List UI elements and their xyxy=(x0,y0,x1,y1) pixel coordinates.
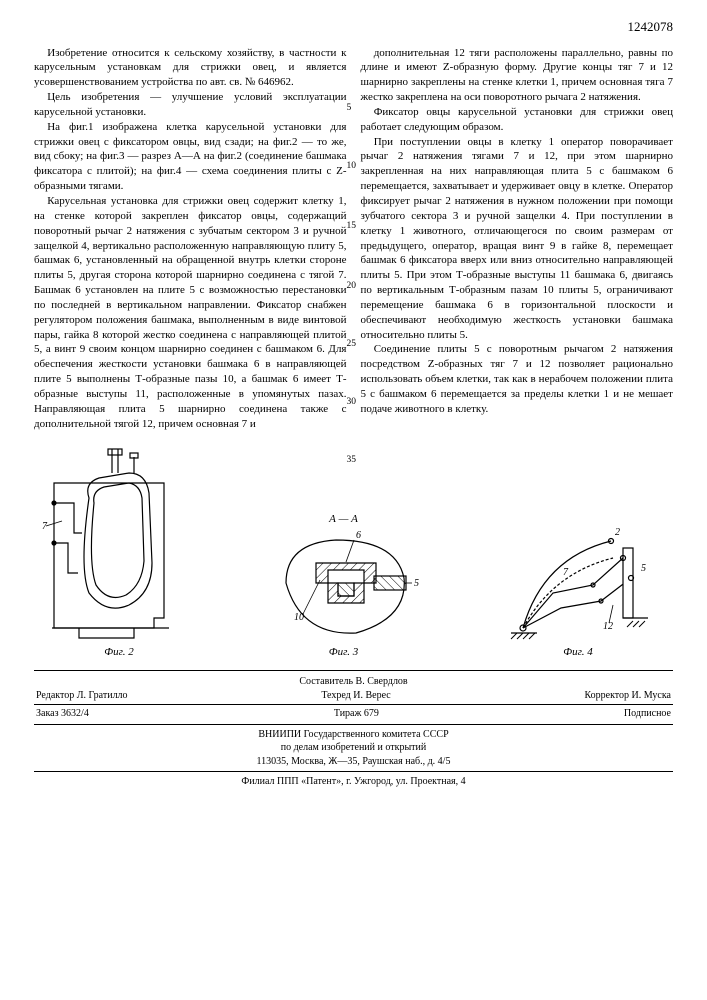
line-number: 10 xyxy=(347,160,357,173)
line-number: 30 xyxy=(347,396,357,409)
paragraph: Фиксатор овцы карусельной установки для … xyxy=(361,105,674,135)
figure-2: 7 Фиг. 2 xyxy=(34,443,204,660)
left-column: Изобретение относится к сельскому хозяйс… xyxy=(34,46,347,432)
paragraph: Изобретение относится к сельскому хозяйс… xyxy=(34,46,347,91)
paragraph: Карусельная установка для стрижки овец с… xyxy=(34,194,347,432)
footer-editor: Редактор Л. Гратилло xyxy=(36,689,128,703)
footer-org2: по делам изобретений и открытий xyxy=(34,741,673,755)
paragraph: дополнительная 12 тяги расположены парал… xyxy=(361,46,674,105)
fig3-section: А — А xyxy=(329,512,358,527)
fig4-caption: Фиг. 4 xyxy=(563,645,593,660)
footer-addr2: Филиал ППП «Патент», г. Ужгород, ул. Про… xyxy=(34,775,673,789)
fig4-label-2: 2 xyxy=(615,527,620,538)
fig4-svg: 2 7 5 12 xyxy=(483,523,673,643)
fig2-label-7: 7 xyxy=(42,521,48,532)
paragraph: При поступлении овцы в клетку 1 оператор… xyxy=(361,135,674,343)
line-number: 35 xyxy=(347,454,357,467)
figure-4: 2 7 5 12 Фиг. 4 xyxy=(483,523,673,660)
footer-org1: ВНИИПИ Государственного комитета СССР xyxy=(34,728,673,742)
fig4-label-7: 7 xyxy=(563,567,569,578)
footer-compiler: Составитель В. Свердлов xyxy=(34,675,673,689)
fig3-label-6: 6 xyxy=(356,530,361,541)
fig3-svg: 6 5 10 xyxy=(256,528,431,643)
footer-tech: Техред И. Верес xyxy=(321,689,390,703)
fig3-label-10: 10 xyxy=(294,612,304,623)
fig3-caption: Фиг. 3 xyxy=(329,645,359,660)
fig3-label-5: 5 xyxy=(414,578,419,589)
fig2-caption: Фиг. 2 xyxy=(104,645,134,660)
patent-number: 1242078 xyxy=(34,18,673,36)
text-columns: Изобретение относится к сельскому хозяйс… xyxy=(34,46,673,432)
footer: Составитель В. Свердлов Редактор Л. Грат… xyxy=(34,670,673,789)
fig2-svg: 7 xyxy=(34,443,204,643)
figures-row: 7 Фиг. 2 А — А xyxy=(34,443,673,660)
paragraph: На фиг.1 изображена клетка карусельной у… xyxy=(34,120,347,194)
paragraph: Соединение плиты 5 с поворотным рычагом … xyxy=(361,342,674,416)
footer-subscription: Подписное xyxy=(624,707,671,721)
right-column: дополнительная 12 тяги расположены парал… xyxy=(361,46,674,432)
line-number: 20 xyxy=(347,280,357,293)
footer-tirage: Тираж 679 xyxy=(334,707,379,721)
footer-addr1: 113035, Москва, Ж—35, Раушская наб., д. … xyxy=(34,755,673,769)
line-number: 5 xyxy=(347,102,352,115)
footer-corrector: Корректор И. Муска xyxy=(584,689,671,703)
fig4-label-12: 12 xyxy=(603,621,613,632)
footer-order: Заказ 3632/4 xyxy=(36,707,89,721)
line-number: 15 xyxy=(347,220,357,233)
paragraph: Цель изобретения — улучшение условий экс… xyxy=(34,90,347,120)
fig4-label-5: 5 xyxy=(641,563,646,574)
figure-3: А — А 6 5 10 xyxy=(256,512,431,661)
line-number: 25 xyxy=(347,338,357,351)
